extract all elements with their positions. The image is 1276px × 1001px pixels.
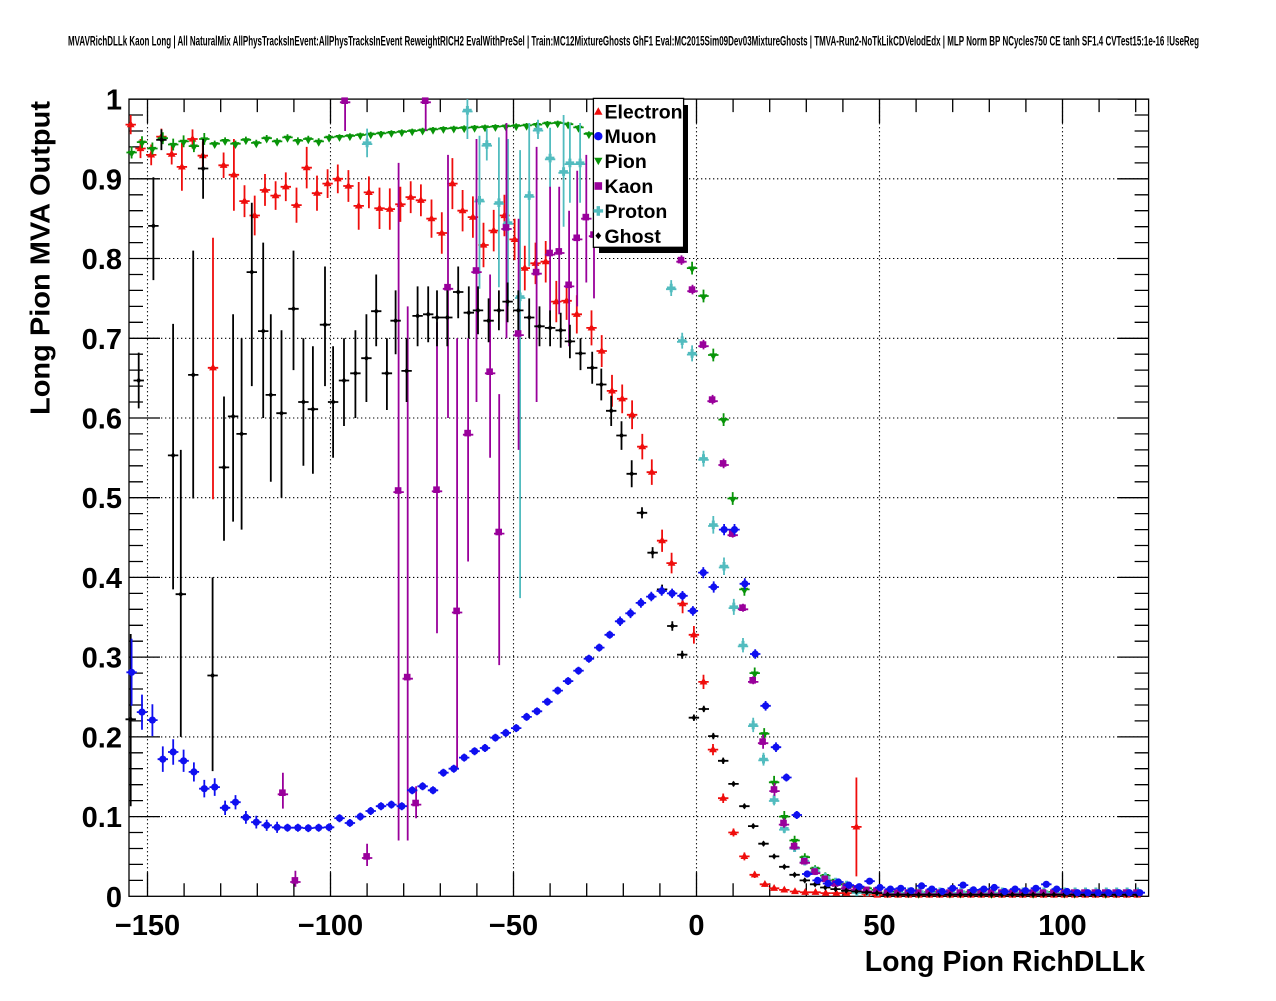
svg-text:Muon: Muon bbox=[605, 126, 657, 148]
svg-text:Kaon: Kaon bbox=[605, 176, 654, 198]
svg-text:0.1: 0.1 bbox=[82, 802, 122, 834]
svg-text:−150: −150 bbox=[115, 910, 180, 942]
svg-text:−50: −50 bbox=[489, 910, 538, 942]
svg-text:0.3: 0.3 bbox=[82, 643, 122, 675]
svg-text:0.8: 0.8 bbox=[82, 244, 122, 276]
svg-text:Proton: Proton bbox=[605, 201, 668, 223]
svg-text:Electron: Electron bbox=[605, 101, 683, 123]
svg-text:0.4: 0.4 bbox=[82, 563, 122, 595]
svg-text:Long Pion MVA Output: Long Pion MVA Output bbox=[25, 101, 56, 415]
svg-text:0: 0 bbox=[688, 910, 704, 942]
svg-text:0: 0 bbox=[106, 882, 122, 914]
svg-text:Ghost: Ghost bbox=[605, 226, 662, 248]
svg-text:0.2: 0.2 bbox=[82, 722, 122, 754]
svg-text:0.5: 0.5 bbox=[82, 483, 122, 515]
svg-text:1: 1 bbox=[106, 85, 122, 117]
svg-text:−100: −100 bbox=[298, 910, 363, 942]
svg-text:MVAVRichDLLk Kaon Long | All N: MVAVRichDLLk Kaon Long | All NaturalMix … bbox=[68, 34, 1199, 49]
svg-text:0.6: 0.6 bbox=[82, 404, 122, 436]
svg-text:100: 100 bbox=[1038, 910, 1086, 942]
svg-text:Long Pion RichDLLk: Long Pion RichDLLk bbox=[865, 946, 1145, 978]
svg-text:0.7: 0.7 bbox=[82, 324, 122, 356]
svg-text:50: 50 bbox=[863, 910, 895, 942]
svg-text:Pion: Pion bbox=[605, 151, 647, 173]
svg-text:0.9: 0.9 bbox=[82, 164, 122, 196]
